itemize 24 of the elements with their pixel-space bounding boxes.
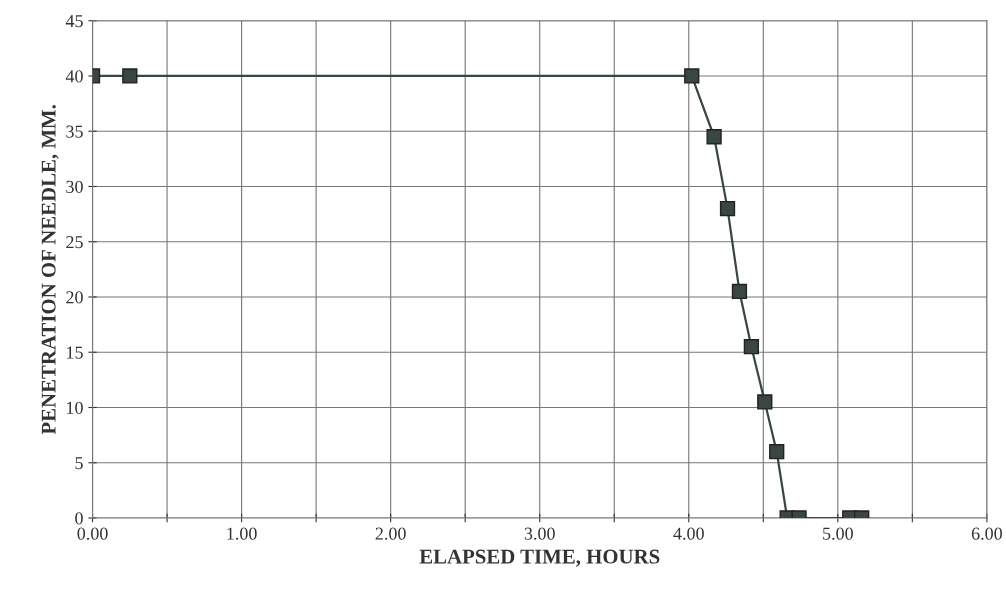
x-tick-label: 2.00 <box>375 527 406 540</box>
y-tick-label: 20 <box>66 291 83 304</box>
y-tick-label: 35 <box>66 125 83 138</box>
y-tick-label: 10 <box>67 401 83 414</box>
y-tick-label: 45 <box>65 15 83 28</box>
y-tick-label: 25 <box>66 236 83 249</box>
x-tick-label: 6.00 <box>971 527 1002 540</box>
x-tick-label: 0.00 <box>77 527 108 540</box>
y-tick-label: 15 <box>67 346 83 359</box>
x-tick-label: 4.00 <box>673 527 704 540</box>
x-tick-label: 3.00 <box>524 527 555 540</box>
x-axis-title: ELAPSED TIME, HOURS <box>419 549 660 567</box>
x-tick-label: 1.00 <box>227 527 257 540</box>
point <box>122 68 138 84</box>
y-tick-label: 30 <box>66 180 83 193</box>
y-tick-label: 0 <box>75 512 83 525</box>
point <box>684 68 700 84</box>
y-tick-label: 5 <box>75 457 83 470</box>
x-tick-label: 5.00 <box>823 527 853 540</box>
point <box>719 200 736 217</box>
y-axis-title: PENETRATION OF NEEDLE, MM. <box>41 105 59 435</box>
point <box>731 283 748 300</box>
y-tick-label: 40 <box>65 70 83 83</box>
point <box>706 129 722 145</box>
